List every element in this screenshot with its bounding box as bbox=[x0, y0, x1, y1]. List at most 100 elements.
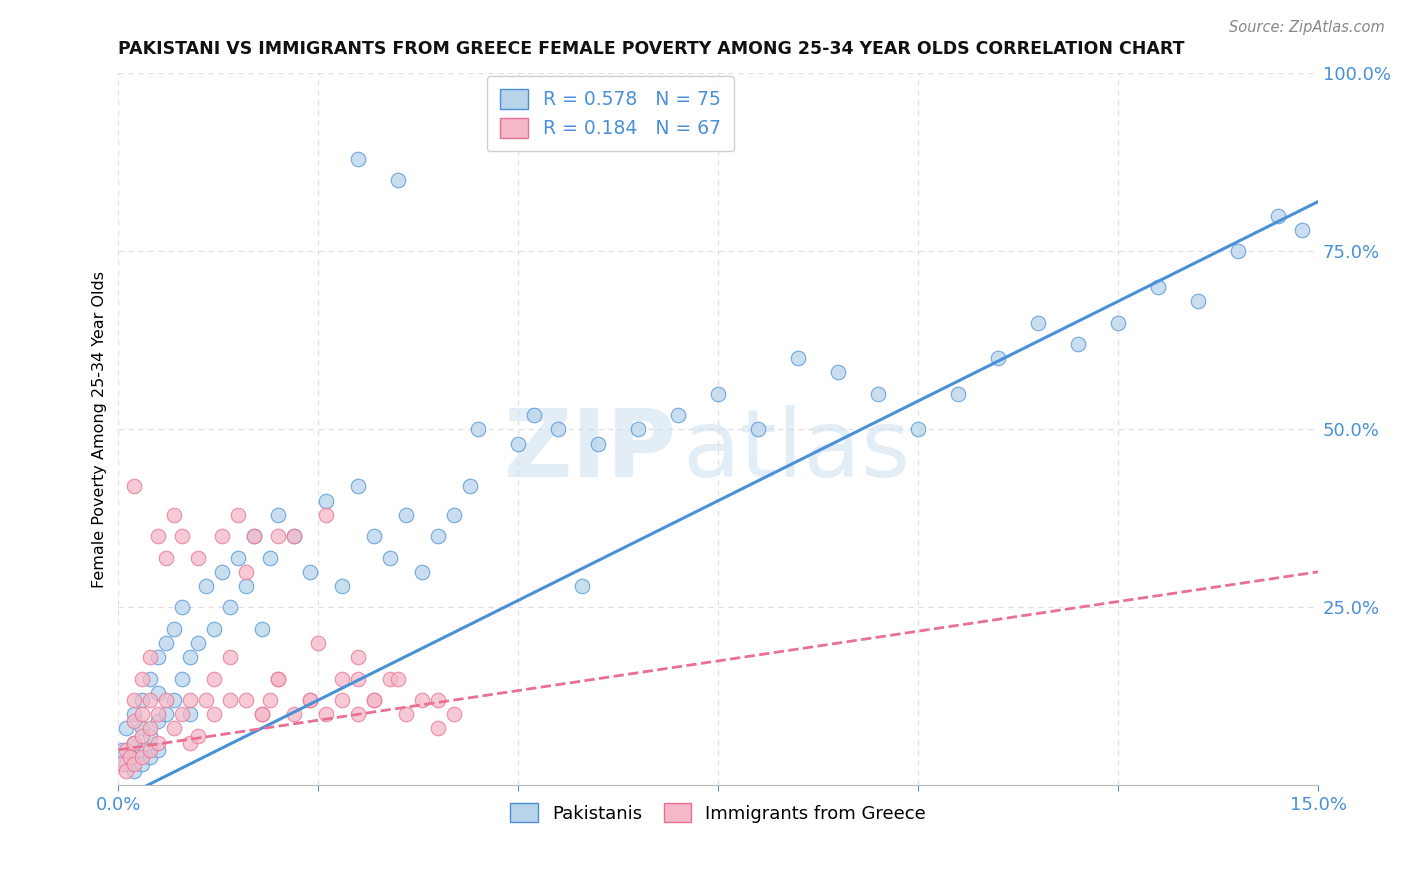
Point bbox=[148, 650, 170, 665]
Point bbox=[1227, 244, 1250, 259]
Point bbox=[172, 672, 194, 686]
Point bbox=[571, 579, 593, 593]
Point bbox=[179, 693, 201, 707]
Point bbox=[124, 714, 146, 729]
Point bbox=[139, 750, 162, 764]
Point bbox=[1067, 337, 1090, 351]
Point bbox=[332, 672, 354, 686]
Point bbox=[155, 693, 177, 707]
Text: PAKISTANI VS IMMIGRANTS FROM GREECE FEMALE POVERTY AMONG 25-34 YEAR OLDS CORRELA: PAKISTANI VS IMMIGRANTS FROM GREECE FEMA… bbox=[118, 40, 1185, 58]
Point bbox=[948, 387, 970, 401]
Point bbox=[228, 550, 250, 565]
Point bbox=[155, 550, 177, 565]
Point bbox=[219, 693, 242, 707]
Point bbox=[387, 672, 409, 686]
Point bbox=[131, 757, 153, 772]
Point bbox=[195, 693, 218, 707]
Point bbox=[243, 529, 266, 543]
Point bbox=[124, 479, 146, 493]
Point bbox=[307, 636, 329, 650]
Point bbox=[395, 508, 418, 522]
Point bbox=[363, 693, 385, 707]
Point bbox=[211, 529, 233, 543]
Point bbox=[139, 650, 162, 665]
Text: Source: ZipAtlas.com: Source: ZipAtlas.com bbox=[1229, 20, 1385, 35]
Point bbox=[131, 707, 153, 722]
Point bbox=[172, 707, 194, 722]
Text: atlas: atlas bbox=[682, 405, 911, 497]
Point bbox=[868, 387, 890, 401]
Point bbox=[131, 672, 153, 686]
Point bbox=[204, 707, 226, 722]
Point bbox=[148, 529, 170, 543]
Point bbox=[299, 565, 322, 579]
Point bbox=[124, 757, 146, 772]
Point bbox=[124, 736, 146, 750]
Point bbox=[380, 550, 402, 565]
Point bbox=[315, 508, 337, 522]
Point bbox=[187, 550, 209, 565]
Point bbox=[283, 529, 305, 543]
Point bbox=[124, 736, 146, 750]
Point bbox=[427, 722, 450, 736]
Point bbox=[387, 173, 409, 187]
Point bbox=[252, 707, 274, 722]
Point bbox=[243, 529, 266, 543]
Point bbox=[139, 672, 162, 686]
Point bbox=[707, 387, 730, 401]
Legend: Pakistanis, Immigrants from Greece: Pakistanis, Immigrants from Greece bbox=[503, 796, 934, 830]
Point bbox=[332, 579, 354, 593]
Point bbox=[115, 757, 138, 772]
Point bbox=[467, 422, 489, 436]
Point bbox=[827, 366, 849, 380]
Point bbox=[347, 479, 370, 493]
Point bbox=[195, 579, 218, 593]
Point bbox=[163, 622, 186, 636]
Point bbox=[163, 693, 186, 707]
Point bbox=[907, 422, 929, 436]
Point bbox=[115, 722, 138, 736]
Point bbox=[1187, 294, 1209, 309]
Point bbox=[347, 672, 370, 686]
Point bbox=[347, 707, 370, 722]
Y-axis label: Female Poverty Among 25-34 Year Olds: Female Poverty Among 25-34 Year Olds bbox=[93, 271, 107, 588]
Point bbox=[131, 743, 153, 757]
Point bbox=[172, 529, 194, 543]
Point bbox=[315, 707, 337, 722]
Point bbox=[204, 672, 226, 686]
Point bbox=[131, 722, 153, 736]
Point bbox=[267, 672, 290, 686]
Point bbox=[1107, 316, 1129, 330]
Point bbox=[627, 422, 650, 436]
Point bbox=[124, 693, 146, 707]
Point bbox=[204, 622, 226, 636]
Point bbox=[267, 508, 290, 522]
Point bbox=[139, 693, 162, 707]
Point bbox=[332, 693, 354, 707]
Point bbox=[267, 529, 290, 543]
Point bbox=[131, 750, 153, 764]
Point bbox=[139, 729, 162, 743]
Point bbox=[443, 508, 465, 522]
Point bbox=[427, 529, 450, 543]
Point bbox=[148, 714, 170, 729]
Point bbox=[259, 550, 281, 565]
Point bbox=[187, 636, 209, 650]
Point bbox=[139, 722, 162, 736]
Point bbox=[155, 636, 177, 650]
Point bbox=[588, 436, 610, 450]
Point bbox=[411, 693, 433, 707]
Point bbox=[427, 693, 450, 707]
Point bbox=[411, 565, 433, 579]
Point bbox=[124, 707, 146, 722]
Point bbox=[163, 722, 186, 736]
Point bbox=[163, 508, 186, 522]
Point bbox=[148, 686, 170, 700]
Point bbox=[235, 565, 257, 579]
Point bbox=[131, 729, 153, 743]
Point bbox=[139, 743, 162, 757]
Point bbox=[460, 479, 482, 493]
Point bbox=[235, 693, 257, 707]
Point bbox=[148, 736, 170, 750]
Point bbox=[347, 152, 370, 166]
